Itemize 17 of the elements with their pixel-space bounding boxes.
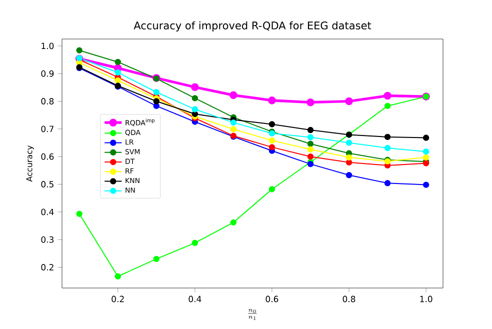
y-tick-label: 0.7 — [41, 126, 54, 132]
y-tick-label: 0.5 — [41, 181, 54, 188]
y-tick-label: 0.4 — [41, 208, 54, 216]
x-tick-label: 0.2 — [112, 296, 124, 302]
x-tick-label: 0.8 — [342, 296, 356, 302]
y-tick-label: 0.9 — [41, 70, 54, 77]
y-tick-label: 0.3 — [41, 236, 54, 243]
y-tick-label: 0.6 — [41, 153, 54, 160]
y-axis-title: Accuracy — [26, 145, 34, 182]
x-axis-title: $\frac{n_0}{n_1}$ — [248, 309, 257, 320]
y-tick-label: 1.0 — [42, 42, 54, 50]
y-tick-label: 0.8 — [41, 98, 54, 104]
x-tick-label: 0.4 — [188, 296, 202, 302]
x-tick-label: 0.6 — [266, 296, 278, 302]
x-tick-label: 1.0 — [420, 296, 432, 302]
y-tick-label: 0.2 — [41, 264, 54, 270]
chart-title: Accuracy of improved R-QDA for EEG dataset — [134, 21, 372, 32]
